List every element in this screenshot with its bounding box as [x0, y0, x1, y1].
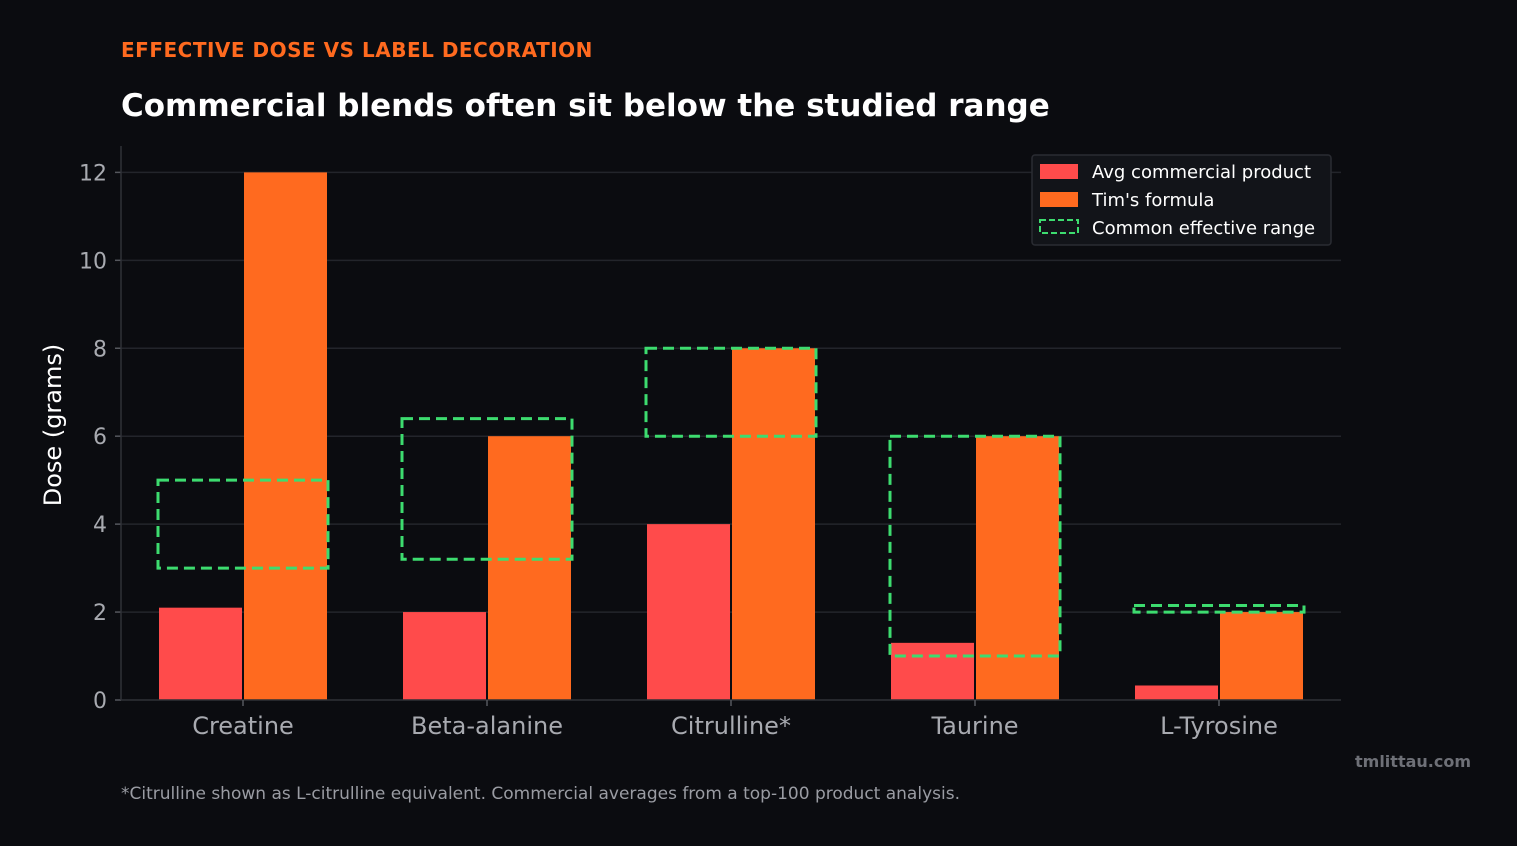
bar-formula [732, 348, 815, 700]
y-tick-label: 2 [93, 601, 107, 626]
legend-commercial-label: Avg commercial product [1092, 162, 1311, 183]
chart-kicker: EFFECTIVE DOSE VS LABEL DECORATION [121, 38, 593, 62]
chart-title: Commercial blends often sit below the st… [121, 88, 1050, 124]
range-box [400, 417, 574, 561]
range-box [1132, 603, 1306, 614]
bar-formula [244, 172, 327, 700]
y-tick-labels: 0 2 4 6 8 10 12 [79, 161, 107, 714]
legend-formula-label: Tim's formula [1091, 190, 1214, 211]
y-tick-label: 8 [93, 337, 107, 362]
bar-commercial [1135, 685, 1218, 700]
x-tick-label: Citrulline* [671, 712, 791, 740]
x-tick-label: Beta-alanine [411, 712, 563, 740]
legend: Avg commercial product Tim's formula Commo… [1031, 154, 1332, 246]
y-tick-label: 10 [79, 249, 107, 274]
bar-formula [976, 436, 1059, 700]
axes [115, 146, 1341, 706]
x-tick-label: Creatine [192, 712, 294, 740]
y-tick-label: 4 [93, 513, 107, 538]
bars [156, 172, 1306, 700]
legend-range-swatch [1039, 219, 1079, 234]
bar-commercial [159, 607, 242, 700]
x-tick-labels: Creatine Beta-alanine Citrulline* Taurine L-… [192, 712, 1278, 740]
x-tick-label: L-Tyrosine [1160, 712, 1278, 740]
x-tick-label: Taurine [930, 712, 1018, 740]
range-box [888, 434, 1062, 658]
legend-box [1031, 154, 1332, 246]
legend-range-label: Common effective range [1092, 218, 1315, 239]
legend-commercial-swatch [1040, 164, 1078, 179]
bar-formula [1220, 612, 1303, 700]
bar-commercial [403, 612, 486, 700]
y-tick-label: 12 [79, 161, 107, 186]
y-tick-label: 6 [93, 425, 107, 450]
footnote: *Citrulline shown as L-citrulline equiva… [121, 784, 960, 804]
y-tick-label: 0 [93, 689, 107, 714]
watermark: tmlittau.com [1355, 752, 1471, 771]
bar-commercial [647, 524, 730, 700]
bar-commercial [891, 642, 974, 700]
legend-formula-swatch [1040, 192, 1078, 207]
range-box [156, 478, 330, 570]
bar-formula [488, 436, 571, 700]
y-axis-label: Dose (grams) [39, 344, 67, 506]
range-box [644, 346, 818, 438]
